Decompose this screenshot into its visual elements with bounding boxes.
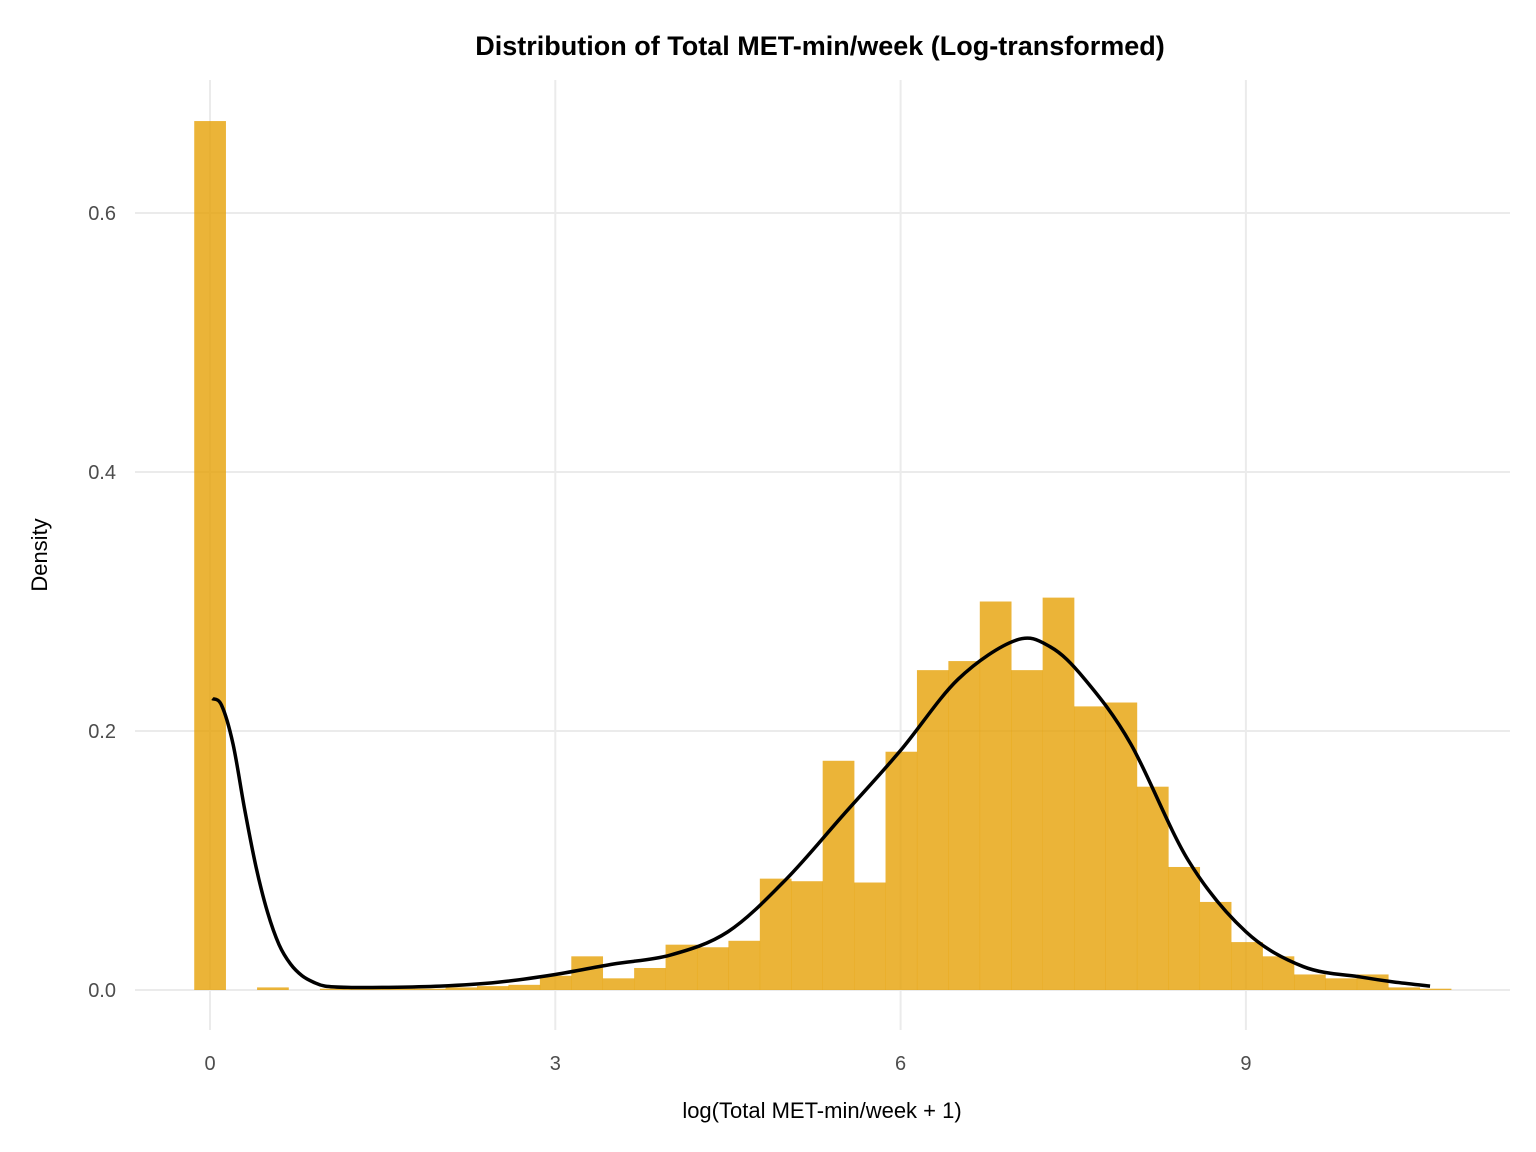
histogram-bar <box>319 988 352 990</box>
y-tick-label: 0.0 <box>88 980 116 1002</box>
y-tick-label: 0.2 <box>88 721 116 743</box>
histogram-bar <box>916 670 949 990</box>
histogram-bar <box>1074 706 1106 990</box>
x-tick-label: 3 <box>550 1053 561 1075</box>
histogram-bar <box>791 881 823 990</box>
histogram-bar <box>1042 597 1075 990</box>
histogram-bar <box>1388 987 1421 990</box>
y-axis-ticks: 0.0 0.2 0.4 0.6 <box>88 203 116 1002</box>
histogram-bar <box>1136 786 1169 990</box>
histogram-bar <box>351 988 384 990</box>
x-tick-label: 6 <box>895 1053 906 1075</box>
histogram-bar <box>1419 988 1452 990</box>
histogram-bar <box>979 601 1012 990</box>
histogram-bar <box>508 984 541 990</box>
x-tick-label: 9 <box>1240 1053 1251 1075</box>
histogram-bar <box>477 986 509 990</box>
histogram-bar <box>1105 702 1138 990</box>
x-tick-label: 0 <box>204 1053 215 1075</box>
histogram-bar <box>1231 942 1263 990</box>
histogram-bar <box>382 988 415 990</box>
histogram-bar <box>759 878 792 990</box>
histogram-bar <box>1294 974 1326 990</box>
histogram-bar <box>948 661 981 990</box>
histogram-bar <box>1168 866 1201 990</box>
histogram-bar <box>696 947 729 990</box>
histogram-bar <box>634 967 666 990</box>
y-axis-title: Density <box>27 518 52 591</box>
histogram-bar <box>728 940 761 990</box>
histogram-bar <box>539 975 572 990</box>
histogram-bar <box>1325 978 1358 990</box>
histogram-bars <box>194 121 1452 991</box>
histogram-bar <box>1199 901 1232 990</box>
y-tick-label: 0.6 <box>88 203 116 225</box>
histogram-bar <box>602 978 635 990</box>
density-curve <box>211 636 1431 990</box>
y-tick-label: 0.4 <box>88 462 116 484</box>
histogram-bar <box>571 956 604 990</box>
histogram-bar <box>854 882 886 990</box>
x-axis-ticks: 0 3 6 9 <box>204 1053 1251 1075</box>
chart-title: Distribution of Total MET-min/week (Log-… <box>475 31 1165 61</box>
histogram-bar <box>822 760 855 990</box>
histogram-bar <box>194 121 226 991</box>
histogram-bar <box>445 987 478 990</box>
histogram-bar <box>414 988 446 990</box>
x-axis-title: log(Total MET-min/week + 1) <box>682 1098 961 1123</box>
histogram-bar <box>1011 670 1043 990</box>
histogram-bar <box>257 987 289 990</box>
histogram-bar <box>885 751 918 990</box>
